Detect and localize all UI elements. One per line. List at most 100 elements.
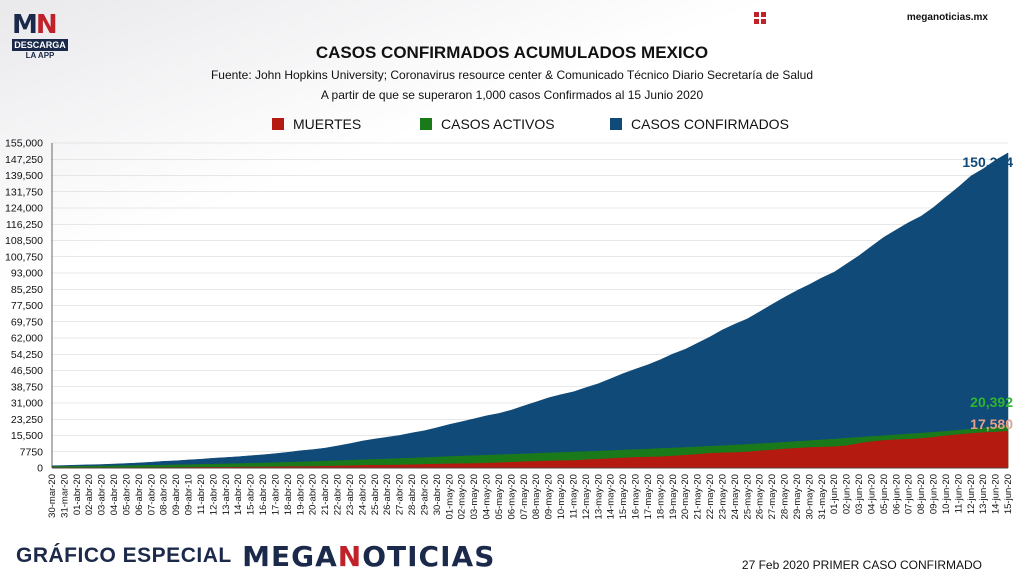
x-tick-label-15: 14-abr-20 [233,474,244,515]
x-tick-label-37: 06-may-20 [506,474,517,519]
footer-brand-label: GRÁFICO ESPECIAL [16,544,232,567]
legend-item-muertes: MUERTES [272,116,361,132]
x-tick-label-31: 30-abr-20 [432,474,443,515]
x-tick-label-70: 08-jun-20 [916,474,927,514]
y-tick-label-18: 139,500 [5,170,43,182]
x-tick-label-25: 24-abr-20 [357,474,368,515]
x-tick-label-30: 29-abr-20 [420,474,431,515]
x-tick-label-10: 09-abr-20 [171,474,182,515]
y-tick-label-16: 124,000 [5,203,43,215]
x-tick-label-76: 14-jun-20 [991,474,1002,514]
x-tick-label-49: 18-may-20 [655,474,666,519]
x-tick-label-50: 19-may-20 [668,474,679,519]
x-tick-label-40: 09-may-20 [544,474,555,519]
end-label-casos-confirmados: 150,264 [962,154,1013,170]
x-tick-label-51: 20-may-20 [680,474,691,519]
x-tick-label-2: 01-abr-20 [72,474,83,515]
x-tick-label-17: 16-abr-20 [258,474,269,515]
x-tick-label-69: 07-jun-20 [904,474,915,514]
x-tick-label-6: 05-abr-20 [122,474,133,515]
x-tick-label-63: 01-jun-20 [829,474,840,514]
x-tick-label-9: 08-abr-20 [159,474,170,515]
area-series-muertes [51,430,1009,469]
y-tick-label-15: 116,250 [6,219,43,231]
end-label-muertes: 17,580 [970,416,1013,432]
y-tick-label-13: 100,750 [5,251,43,263]
brand-name-part-b: N [337,540,363,573]
x-tick-label-27: 26-abr-20 [382,474,393,515]
x-tick-label-54: 23-may-20 [717,474,728,519]
x-tick-label-52: 21-may-20 [693,474,704,519]
y-tick-label-20: 155,000 [5,138,43,150]
y-tick-label-8: 62,000 [11,333,43,345]
x-tick-label-68: 06-jun-20 [891,474,902,514]
legend-item-activos: CASOS ACTIVOS [420,116,555,132]
x-tick-label-19: 18-abr-20 [283,474,294,515]
x-tick-label-23: 22-abr-20 [333,474,344,515]
x-tick-label-38: 07-may-20 [519,474,530,519]
y-tick-label-17: 131,750 [5,186,43,198]
x-tick-label-24: 23-abr-20 [345,474,356,515]
brand-name-part-c: OTICIAS [362,540,496,573]
x-tick-label-57: 26-may-20 [755,474,766,519]
logo-letters: MN [12,12,68,38]
legend-swatch-muertes [272,118,284,130]
brand-name-part-a: MEGA [242,540,338,573]
y-tick-label-1: 7750 [20,446,44,458]
x-tick-label-77: 15-jun-20 [1003,474,1014,514]
y-tick-label-6: 46,500 [11,365,43,377]
x-tick-label-29: 28-abr-20 [407,474,418,515]
x-tick-label-64: 02-jun-20 [842,474,853,514]
y-tick-label-14: 108,500 [5,235,43,247]
x-tick-label-7: 06-abr-20 [134,474,145,515]
x-tick-label-66: 04-jun-20 [866,474,877,514]
y-tick-label-11: 85,250 [11,284,43,296]
y-tick-label-2: 15,500 [11,430,43,442]
x-tick-label-56: 25-may-20 [742,474,753,519]
y-tick-label-0: 0 [37,463,43,475]
y-tick-label-12: 93,000 [11,268,43,280]
x-tick-label-14: 13-abr-20 [221,474,232,515]
x-tick-label-36: 05-may-20 [494,474,505,519]
site-url[interactable]: meganoticias.mx [906,12,988,23]
x-tick-label-41: 10-may-20 [556,474,567,519]
x-tick-label-48: 17-may-20 [643,474,654,519]
x-tick-label-0: 30-mar-20 [47,474,58,518]
chart-subtitle-source: Fuente: John Hopkins University; Coronav… [210,68,814,82]
x-tick-label-59: 28-may-20 [780,474,791,519]
x-tick-label-44: 13-may-20 [593,474,604,519]
x-tick-label-12: 11-abr-20 [196,474,207,515]
y-tick-label-7: 54,250 [11,349,43,361]
legend-label-muertes: MUERTES [293,116,362,132]
legend-label-confirmados: CASOS CONFIRMADOS [631,116,789,132]
y-tick-label-4: 31,000 [11,398,43,410]
x-tick-label-28: 27-abr-20 [395,474,406,515]
x-tick-label-71: 09-jun-20 [929,474,940,514]
x-tick-label-18: 17-abr-20 [271,474,282,515]
logo-letter-m: M [12,10,38,40]
logo-descarga-label: DESCARGA [12,39,68,51]
x-tick-label-39: 08-may-20 [531,474,542,519]
x-tick-label-11: 09-abr-10 [184,474,195,515]
x-tick-label-75: 13-jun-20 [978,474,989,514]
chart-title: CASOS CONFIRMADOS ACUMULADOS MEXICO [315,43,709,62]
x-tick-label-53: 22-may-20 [705,474,716,519]
x-tick-label-13: 12-abr-20 [208,474,219,515]
x-tick-label-21: 20-abr-20 [308,474,319,515]
y-tick-label-19: 147,250 [5,154,43,166]
x-tick-label-61: 30-may-20 [804,474,815,519]
chart-subtitle-range: A partir de que se superaron 1,000 casos… [320,88,704,102]
x-tick-label-33: 02-may-20 [457,474,468,519]
x-tick-label-43: 12-may-20 [581,474,592,519]
x-tick-label-35: 04-may-20 [482,474,493,519]
x-tick-label-67: 05-jun-20 [879,474,890,514]
x-tick-label-16: 15-abr-20 [246,474,257,515]
y-tick-label-3: 23,250 [11,414,43,426]
x-tick-label-46: 15-may-20 [618,474,629,519]
y-tick-label-10: 77,500 [11,300,43,312]
x-tick-label-32: 01-may-20 [444,474,455,519]
x-tick-label-62: 31-may-20 [817,474,828,519]
x-tick-label-74: 12-jun-20 [966,474,977,514]
x-tick-label-34: 03-may-20 [469,474,480,519]
x-tick-label-20: 19-abr-20 [295,474,306,515]
